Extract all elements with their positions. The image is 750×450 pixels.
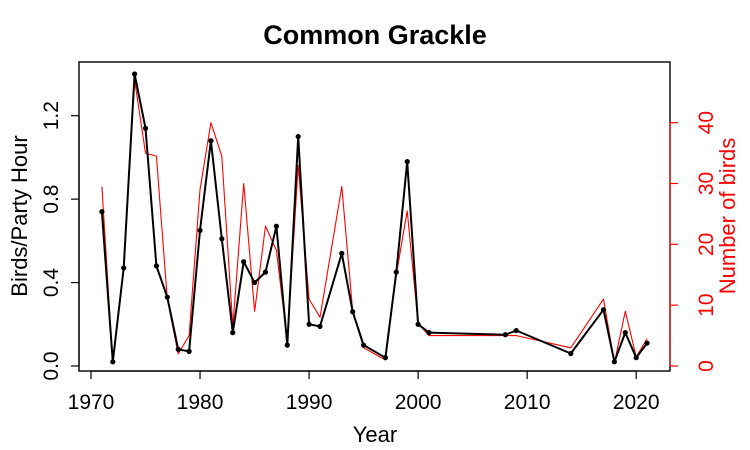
data-point (110, 359, 116, 365)
y-axis-label: Birds/Party Hour (7, 135, 32, 296)
chart-title: Common Grackle (263, 20, 487, 50)
data-point (164, 294, 170, 300)
y2-tick-label: 20 (695, 233, 718, 256)
y-tick-label: 0.0 (40, 351, 63, 380)
data-point (251, 279, 258, 286)
data-point (142, 125, 149, 131)
x-tick-label: 1980 (177, 391, 224, 414)
data-point (208, 138, 214, 144)
x-tick-label: 2020 (613, 391, 660, 414)
y-axis-right: 0 10 20 30 40 (669, 111, 718, 372)
data-point (350, 309, 356, 315)
data-point (230, 330, 236, 336)
data-point (306, 321, 312, 327)
data-point (295, 133, 301, 140)
data-point (404, 159, 410, 165)
series-line-number-of-birds (101, 79, 648, 364)
data-point (186, 348, 192, 354)
data-point (284, 342, 290, 348)
y2-tick-label: 0 (695, 360, 718, 372)
data-point (219, 236, 225, 242)
series-line-birds-per-party-hour (100, 73, 648, 363)
data-point (317, 323, 323, 329)
data-point (197, 227, 203, 234)
x-tick-label: 1990 (286, 391, 333, 414)
y2-axis-label: Number of birds (715, 138, 740, 295)
plot-frame (78, 61, 671, 372)
data-point (644, 340, 650, 346)
data-point (622, 330, 628, 336)
data-point (360, 342, 367, 348)
y2-tick-label: 10 (695, 293, 718, 316)
data-point (153, 263, 160, 269)
y-tick-label: 1.2 (40, 101, 63, 130)
x-tick-label: 2000 (395, 391, 442, 414)
data-point (99, 209, 105, 215)
data-point (393, 269, 399, 275)
data-point (121, 265, 127, 271)
data-point (415, 321, 421, 327)
y2-tick-label: 30 (695, 172, 718, 195)
data-point (339, 250, 345, 256)
x-axis: 1970 1980 1990 2000 2010 2020 (68, 370, 660, 414)
data-point (513, 327, 519, 334)
data-point (568, 350, 574, 357)
data-point (382, 355, 389, 361)
data-point (426, 330, 432, 336)
data-point (633, 355, 639, 361)
data-point (175, 346, 181, 352)
x-tick-label: 1970 (68, 391, 115, 414)
data-point (611, 359, 617, 365)
data-point (502, 332, 508, 338)
y2-tick-label: 40 (695, 111, 718, 134)
series-layer (99, 71, 650, 365)
y-axis-left: 0.0 0.4 0.8 1.2 (40, 101, 80, 381)
data-point (241, 259, 247, 265)
y-tick-label: 0.8 (40, 185, 63, 214)
y-tick-label: 0.4 (40, 268, 63, 298)
data-point (600, 307, 607, 313)
data-point (132, 71, 138, 77)
data-point (273, 223, 279, 229)
x-tick-label: 2010 (504, 391, 551, 414)
x-axis-label: Year (353, 422, 397, 447)
data-point (262, 269, 269, 275)
